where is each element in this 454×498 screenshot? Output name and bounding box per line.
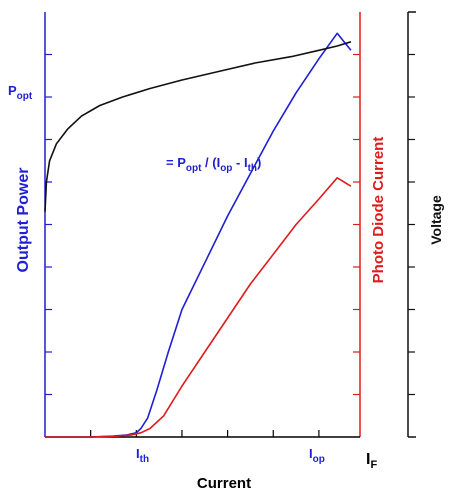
series-group: [44, 32, 352, 438]
slope-annotation: = Popt / (Iop - Ith): [166, 155, 261, 174]
y-axis-label-voltage: Voltage: [428, 195, 444, 245]
tick-label-i-th: Ith: [136, 446, 149, 465]
tick-label-p-opt: Popt: [8, 83, 33, 102]
voltage-line: [44, 41, 352, 212]
photodiode-current-line: [45, 177, 352, 438]
axes: [44, 11, 416, 438]
x-axis-label: Current: [197, 475, 251, 492]
x-axis-end-label: IF: [366, 451, 377, 471]
tick-label-i-op: Iop: [309, 446, 325, 465]
y-axis-label-output-power: Output Power: [15, 168, 32, 273]
output-power-line: [45, 32, 352, 438]
y-axis-label-photodiode: Photo Diode Current: [370, 137, 387, 284]
